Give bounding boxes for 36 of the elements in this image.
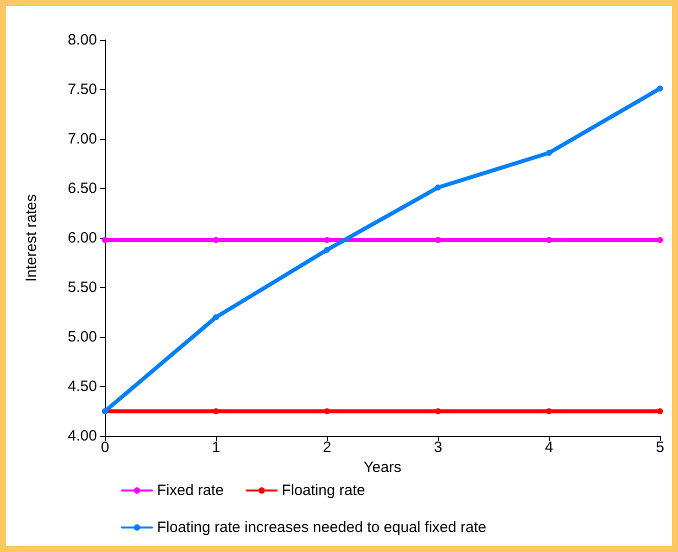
point [435, 236, 441, 243]
x-tick-label: 2 [322, 439, 332, 456]
point [657, 236, 663, 243]
y-tick-label: 4.00 [68, 428, 97, 444]
y-tick-label: 7.00 [68, 130, 97, 148]
y-axis-title: Interest rates [23, 194, 40, 282]
point [546, 150, 552, 156]
legend-label: Floating rate [282, 482, 366, 499]
point [324, 408, 330, 414]
y-tick-label: 6.50 [68, 180, 97, 197]
y-tick-label: 5.50 [68, 279, 97, 296]
point [435, 184, 441, 191]
legend-label: Fixed rate [157, 482, 224, 499]
point [324, 236, 330, 243]
point [657, 86, 663, 92]
x-tick-label: 5 [656, 439, 664, 456]
point [324, 246, 330, 253]
point [435, 408, 441, 414]
y-tick-label: 6.00 [68, 230, 97, 246]
x-tick-label: 1 [212, 439, 220, 456]
x-tick-label: 4 [544, 439, 554, 456]
y-tick-label: 4.50 [68, 378, 97, 395]
point [657, 408, 663, 414]
point [546, 408, 552, 414]
point [546, 236, 552, 243]
legend-label: Floating rate increases needed to equal fixed rate [157, 519, 486, 536]
y-tick-label: 7.50 [68, 81, 97, 98]
y-tick-label: 5.00 [68, 328, 97, 346]
x-axis-title: Years [364, 458, 402, 476]
x-tick-label: 0 [100, 439, 110, 456]
x-tick-label: 3 [434, 439, 442, 456]
point [213, 236, 219, 243]
y-tick-label: 8.00 [68, 32, 97, 48]
point [213, 408, 219, 414]
point [102, 236, 108, 243]
point [213, 314, 219, 320]
